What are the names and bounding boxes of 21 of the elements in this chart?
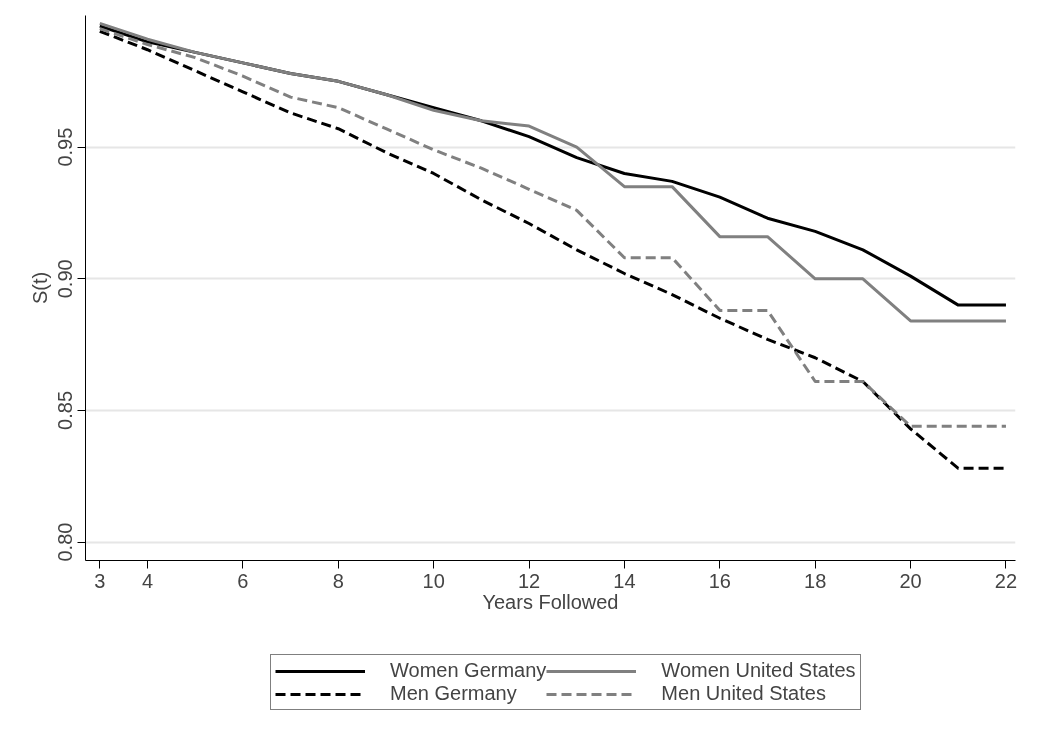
x-tick-label: 8 <box>332 569 344 592</box>
y-tick-label: 0.80 <box>54 522 77 562</box>
y-tick-label: 0.90 <box>54 259 77 299</box>
y-tick-label: 0.85 <box>54 390 77 430</box>
x-tick-label: 6 <box>237 569 249 592</box>
x-tick-label: 18 <box>804 569 827 592</box>
y-axis-title: S(t) <box>28 271 51 305</box>
x-tick-label: 16 <box>708 569 731 592</box>
legend-label: Men Germany <box>390 682 517 705</box>
x-tick-label: 12 <box>517 569 541 592</box>
x-tick-label: 22 <box>994 569 1018 592</box>
y-tick-label: 0.95 <box>54 127 77 167</box>
legend-label: Women Germany <box>390 659 547 682</box>
legend-label: Men United States <box>661 682 826 705</box>
x-tick-label: 3 <box>94 569 106 592</box>
x-axis-title: Years Followed <box>482 590 619 613</box>
x-tick-label: 20 <box>899 569 922 592</box>
x-tick-label: 4 <box>141 569 154 592</box>
x-tick-label: 14 <box>613 569 636 592</box>
legend-label: Women United States <box>661 659 856 682</box>
x-tick-label: 10 <box>422 569 445 592</box>
